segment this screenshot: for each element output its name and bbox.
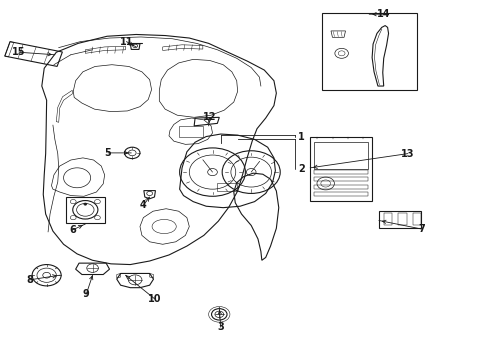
Text: 1: 1	[298, 131, 304, 141]
Bar	[217, 183, 236, 191]
Text: 5: 5	[105, 148, 111, 158]
Bar	[314, 177, 367, 181]
Bar	[310, 136, 371, 201]
Text: 11: 11	[120, 36, 133, 47]
Text: 14: 14	[376, 9, 390, 19]
Bar	[314, 192, 367, 196]
Text: 10: 10	[148, 294, 161, 304]
Text: 12: 12	[202, 112, 216, 122]
Bar	[378, 211, 421, 227]
Bar	[322, 13, 416, 90]
Bar	[314, 170, 367, 174]
Bar	[397, 213, 406, 225]
Text: 15: 15	[12, 47, 26, 57]
Bar	[314, 142, 367, 169]
Text: 9: 9	[83, 289, 90, 299]
Text: 6: 6	[69, 225, 76, 235]
Bar	[383, 213, 392, 225]
Text: 4: 4	[140, 200, 147, 210]
Circle shape	[84, 203, 87, 205]
Text: 2: 2	[298, 164, 304, 174]
Bar	[314, 185, 367, 189]
Bar	[66, 197, 105, 223]
Text: 8: 8	[26, 275, 33, 285]
Text: 13: 13	[400, 149, 414, 159]
Text: 3: 3	[217, 322, 224, 332]
Bar	[412, 213, 421, 225]
Text: 7: 7	[417, 224, 424, 234]
